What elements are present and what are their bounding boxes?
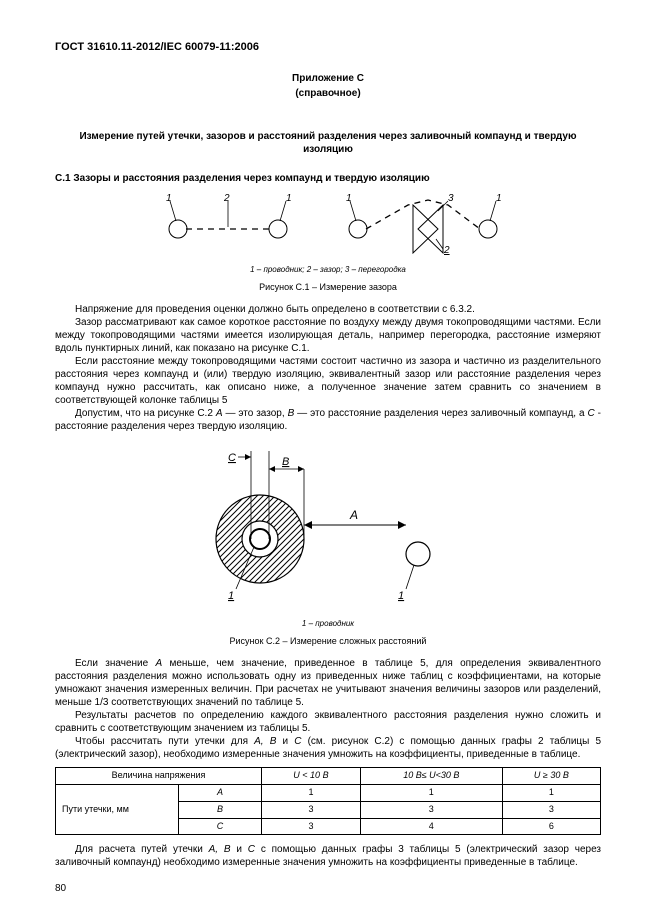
paragraph: Для расчета путей утечки А, В и С с помо…: [55, 843, 601, 869]
table-cell: 3: [262, 801, 361, 818]
table-row: Пути утечки, мм A 1 1 1: [56, 785, 601, 802]
figure-c1-legend: 1 – проводник; 2 – зазор; 3 – перегородк…: [55, 265, 601, 275]
annex-label: Приложение С: [55, 72, 601, 85]
figure-c2: C B A 1 1: [55, 439, 601, 613]
paragraph: Допустим, что на рисунке С.2 А — это заз…: [55, 407, 601, 433]
paragraph: Чтобы рассчитать пути утечки для А, В и …: [55, 735, 601, 761]
figure-c1-caption: Рисунок С.1 – Измерение зазора: [55, 282, 601, 294]
document-id: ГОСТ 31610.11-2012/IEC 60079-11:2006: [55, 40, 601, 54]
table-cell: 3: [502, 801, 600, 818]
paragraph: Результаты расчетов по определению каждо…: [55, 709, 601, 735]
table-header: U < 10 В: [262, 768, 361, 785]
figure-c1-svg: 1 2 1 1 3 1 2: [148, 191, 508, 255]
page-title: Измерение путей утечки, зазоров и рассто…: [55, 130, 601, 156]
svg-text:1: 1: [496, 193, 502, 204]
table-header: Величина напряжения: [56, 768, 262, 785]
paragraph: Если расстояние между токопроводящими ча…: [55, 355, 601, 407]
svg-text:1: 1: [346, 193, 352, 204]
svg-text:3: 3: [448, 193, 454, 204]
table-cell: A: [179, 785, 262, 802]
svg-text:1: 1: [286, 193, 292, 204]
svg-text:B: B: [282, 456, 289, 468]
figure-c1: 1 2 1 1 3 1 2: [55, 191, 601, 259]
paragraph: Зазор рассматривают как самое короткое р…: [55, 316, 601, 355]
table-cell: 1: [502, 785, 600, 802]
table-cell: 1: [262, 785, 361, 802]
document-page: ГОСТ 31610.11-2012/IEC 60079-11:2006 При…: [0, 0, 646, 913]
figure-c2-legend: 1 – проводник: [55, 619, 601, 629]
figure-c2-caption: Рисунок С.2 – Измерение сложных расстоян…: [55, 636, 601, 648]
table-cell: 3: [262, 818, 361, 835]
svg-text:1: 1: [228, 590, 234, 602]
paragraph: Если значение А меньше, чем значение, пр…: [55, 657, 601, 709]
table-cell: C: [179, 818, 262, 835]
svg-text:C: C: [228, 452, 236, 464]
svg-text:2: 2: [223, 193, 230, 204]
svg-text:2: 2: [443, 245, 450, 255]
annex-note: (справочное): [55, 87, 601, 100]
svg-text:A: A: [349, 508, 358, 522]
table-cell: 4: [360, 818, 502, 835]
body-block-2: Если значение А меньше, чем значение, пр…: [55, 657, 601, 761]
table-cell: B: [179, 801, 262, 818]
table-cell: 3: [360, 801, 502, 818]
table-header-row: Величина напряжения U < 10 В 10 В≤ U<30 …: [56, 768, 601, 785]
table-cell: 1: [360, 785, 502, 802]
coefficients-table: Величина напряжения U < 10 В 10 В≤ U<30 …: [55, 767, 601, 835]
svg-text:1: 1: [398, 590, 404, 602]
svg-text:1: 1: [166, 193, 172, 204]
body-block-1: Напряжение для проведения оценки должно …: [55, 303, 601, 433]
paragraph: Напряжение для проведения оценки должно …: [55, 303, 601, 316]
section-c1-heading: С.1 Зазоры и расстояния разделения через…: [55, 172, 601, 185]
table-header: 10 В≤ U<30 В: [360, 768, 502, 785]
page-number: 80: [55, 882, 66, 895]
figure-c2-svg: C B A 1 1: [188, 439, 468, 609]
body-block-3: Для расчета путей утечки А, В и С с помо…: [55, 843, 601, 869]
table-header: U ≥ 30 В: [502, 768, 600, 785]
table-cell: 6: [502, 818, 600, 835]
table-row-label: Пути утечки, мм: [56, 785, 179, 835]
